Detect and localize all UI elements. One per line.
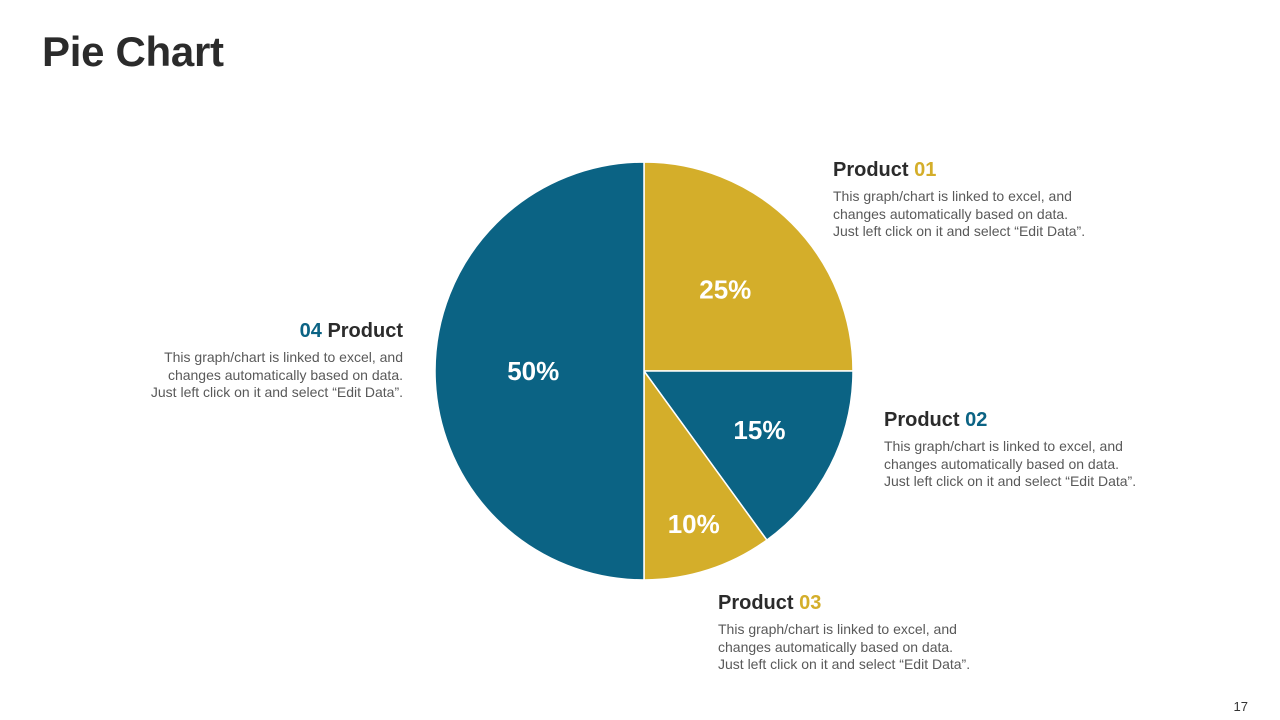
pie-slice-product-02[interactable] bbox=[642, 370, 854, 542]
callout-title: Product 01 bbox=[833, 158, 1133, 182]
callout-line: This graph/chart is linked to excel, and bbox=[164, 349, 403, 365]
pie-slice-product-04[interactable] bbox=[434, 161, 645, 581]
callout-line: changes automatically based on data. bbox=[167, 366, 403, 383]
callout-title: 04 Product bbox=[103, 319, 403, 343]
callout-line: Just left click on it and select “Edit D… bbox=[150, 384, 403, 400]
callout-title: Product 03 bbox=[718, 591, 1018, 615]
callout-product-01: Product 01 This graph/chart is linked to… bbox=[833, 158, 1133, 241]
callout-title: Product 02 bbox=[884, 408, 1184, 432]
callout-title-number: 01 bbox=[914, 159, 937, 181]
callout-product-02: Product 02 This graph/chart is linked to… bbox=[884, 408, 1184, 491]
slide-title: Pie Chart bbox=[42, 28, 224, 75]
callout-product-03: Product 03 This graph/chart is linked to… bbox=[718, 591, 1018, 674]
pie-value-label: 50% bbox=[507, 356, 559, 386]
pie-value-labels: 25% 15% 10% 50% bbox=[507, 275, 785, 539]
callout-title-word: Product bbox=[718, 592, 794, 614]
callout-title-number: 02 bbox=[965, 409, 988, 431]
page-number: 17 bbox=[1233, 699, 1248, 714]
callout-description: This graph/chart is linked to excel, and… bbox=[718, 621, 1018, 674]
callout-title-word: Product bbox=[327, 320, 403, 342]
pie-slice-product-01[interactable] bbox=[643, 161, 854, 372]
callout-line: Just left click on it and select “Edit D… bbox=[884, 473, 1137, 489]
callout-description: This graph/chart is linked to excel, and… bbox=[884, 438, 1184, 491]
callout-line: This graph/chart is linked to excel, and bbox=[718, 621, 957, 637]
callout-line: changes automatically based on data. bbox=[718, 638, 954, 655]
pie-value-label: 25% bbox=[699, 275, 751, 305]
callout-description: This graph/chart is linked to excel, and… bbox=[833, 188, 1133, 241]
pie-slice-product-03[interactable] bbox=[643, 368, 768, 581]
callout-title-number: 03 bbox=[799, 592, 822, 614]
pie-value-label: 10% bbox=[668, 509, 720, 539]
callout-line: Just left click on it and select “Edit D… bbox=[833, 223, 1086, 239]
pie-value-label: 15% bbox=[733, 415, 785, 445]
pie-slices bbox=[434, 161, 854, 581]
callout-line: changes automatically based on data. bbox=[884, 455, 1120, 472]
callout-title-number: 04 bbox=[299, 320, 322, 342]
callout-line: This graph/chart is linked to excel, and bbox=[884, 438, 1123, 454]
callout-product-04: 04 Product This graph/chart is linked to… bbox=[103, 319, 403, 402]
callout-line: Just left click on it and select “Edit D… bbox=[718, 656, 971, 672]
callout-description: This graph/chart is linked to excel, and… bbox=[103, 349, 403, 402]
callout-line: changes automatically based on data. bbox=[833, 205, 1069, 222]
callout-title-word: Product bbox=[833, 159, 909, 181]
callout-title-word: Product bbox=[884, 409, 960, 431]
callout-line: This graph/chart is linked to excel, and bbox=[833, 188, 1072, 204]
